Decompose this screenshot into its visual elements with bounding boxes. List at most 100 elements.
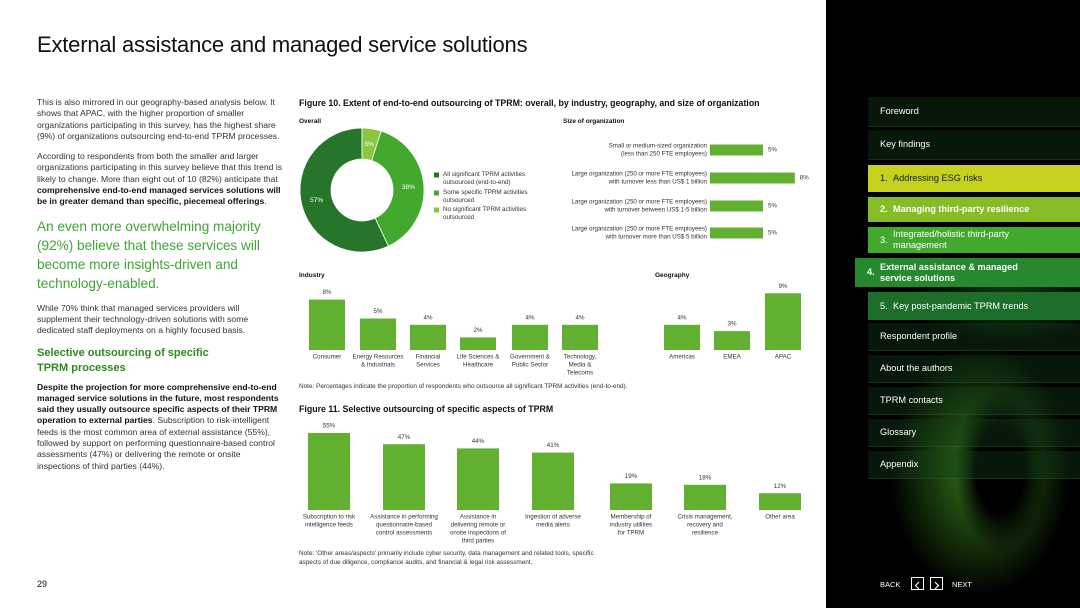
category-label: Small or medium-sized organization	[609, 143, 708, 150]
back-arrow	[914, 581, 920, 590]
nav-item[interactable]: About the authors	[868, 355, 1080, 383]
nav-label: Integrated/holistic third-party manageme…	[893, 229, 1009, 250]
nav-number: 5.	[880, 300, 888, 311]
legend-label: Some specific TPRM activities outsourced	[443, 189, 528, 205]
value-label: 5%	[374, 308, 383, 315]
figure-note: Note: Percentages indicate the proportio…	[299, 383, 628, 390]
text-run: This is also mirrored in our geography-b…	[37, 97, 280, 141]
paragraph: While 70% think that managed services pr…	[37, 303, 284, 337]
pie-slice	[371, 130, 425, 247]
text-run: . Subscription to risk-intelligent feeds…	[37, 415, 275, 471]
value-label: 55%	[323, 423, 336, 430]
category-label: Telecoms	[567, 370, 593, 377]
nav-item[interactable]: Foreword	[868, 97, 1080, 127]
left-column: This is also mirrored in our geography-b…	[37, 97, 284, 481]
paragraph: Despite the projection for more comprehe…	[37, 382, 284, 472]
category-label: Assistance in	[460, 514, 497, 521]
nav-label: TPRM contacts	[880, 395, 943, 405]
nav-item[interactable]: TPRM contacts	[868, 387, 1080, 415]
legend-label: No significant TPRM activities outsource…	[443, 206, 527, 222]
category-label: Government &	[510, 354, 551, 361]
category-label: Healthcare	[463, 362, 493, 369]
text-run: Despite the projection for more comprehe…	[37, 381, 279, 426]
next-label[interactable]: NEXT	[952, 580, 973, 589]
category-label: Large organization (250 or more FTE empl…	[571, 171, 707, 178]
nav-item[interactable]: 1. Addressing ESG risks	[868, 165, 1080, 192]
category-label: Services	[416, 362, 440, 369]
value-label: 4%	[424, 314, 433, 321]
nav-label: Glossary	[880, 427, 917, 437]
bar	[383, 444, 425, 510]
value-label: 5%	[768, 230, 777, 237]
category-label: Energy Resources	[353, 354, 404, 361]
text-run: An even more overwhelming majority (92%)…	[37, 218, 261, 291]
category-label: (less than 250 FTE employees)	[621, 151, 707, 158]
bar	[562, 324, 598, 350]
legend-swatch	[434, 190, 439, 196]
next-button[interactable]	[930, 577, 943, 590]
category-label: with turnover less than US$ 1 billion	[608, 179, 708, 186]
nav-label: Managing third-party resilience	[893, 204, 1030, 214]
bar	[308, 433, 350, 510]
value-label: 2%	[474, 327, 483, 334]
bar	[532, 452, 574, 510]
bar	[714, 331, 750, 350]
nav-number: 3.	[880, 234, 888, 245]
chart-title: Geography	[655, 272, 690, 279]
bar	[457, 448, 499, 510]
nav-item[interactable]: Appendix	[868, 451, 1080, 479]
value-label: 4%	[678, 314, 687, 321]
nav-label: Foreword	[880, 106, 919, 116]
legend-swatch	[434, 207, 439, 213]
category-label: Ingestion of adverse	[525, 514, 581, 521]
nav-item[interactable]: 5. Key post-pandemic TPRM trends	[868, 292, 1080, 320]
category-label: Large organization (250 or more FTE empl…	[571, 226, 707, 233]
category-label: Consumer	[313, 354, 342, 361]
page-number: 29	[37, 579, 48, 589]
nav-label: Respondent profile	[880, 331, 958, 341]
nav-label: Appendix	[880, 459, 919, 469]
nav-item[interactable]: 3. Integrated/holistic third-party manage…	[868, 227, 1080, 253]
category-label: Assistance in performing	[370, 514, 438, 521]
bar	[765, 293, 801, 350]
legend-swatch	[434, 172, 439, 178]
bar	[309, 299, 345, 350]
paragraph: Selective outsourcing of specific TPRM p…	[37, 346, 237, 376]
bar	[710, 200, 763, 212]
bar	[664, 324, 700, 350]
nav-item[interactable]: Glossary	[868, 419, 1080, 447]
category-label: control assessments	[376, 530, 432, 537]
category-label: intelligence feeds	[305, 522, 353, 529]
category-label: delivering remote or	[451, 522, 506, 529]
category-label: recovery and	[687, 522, 723, 529]
figure-title: Figure 11. Selective outsourcing of spec…	[299, 404, 554, 414]
category-label: APAC	[775, 354, 792, 361]
nav-item[interactable]: Respondent profile	[868, 323, 1080, 351]
nav-item[interactable]: Key findings	[868, 130, 1080, 160]
chart-title: Overall	[299, 118, 322, 125]
category-label: for TPRM	[618, 530, 644, 537]
nav-item[interactable]: 4. External assistance & managed service …	[855, 258, 1080, 287]
bar	[684, 484, 726, 510]
category-label: with turnover more than US$ 5 billion	[605, 234, 708, 241]
value-label: 5%	[365, 141, 375, 148]
value-label: 18%	[699, 474, 712, 481]
category-label: Technology,	[564, 354, 597, 361]
back-label[interactable]: BACK	[880, 580, 901, 589]
category-label: Large organization (250 or more FTE empl…	[571, 199, 707, 206]
text-run: While 70% think that managed services pr…	[37, 302, 249, 336]
value-label: 38%	[402, 184, 415, 191]
paragraph: According to respondents from both the s…	[37, 151, 284, 207]
category-label: & Industrials	[361, 362, 395, 369]
paragraph: An even more overwhelming majority (92%)…	[37, 217, 284, 293]
nav-item[interactable]: 2. Managing third-party resilience	[868, 197, 1080, 222]
value-label: 57%	[310, 197, 323, 204]
bar	[759, 493, 801, 510]
bar	[710, 144, 763, 156]
nav-number: 1.	[880, 173, 888, 183]
back-button[interactable]	[911, 577, 924, 590]
category-label: with turnover between US$ 1-5 billion	[604, 207, 708, 214]
value-label: 5%	[768, 203, 777, 210]
pie-slice	[361, 127, 382, 162]
